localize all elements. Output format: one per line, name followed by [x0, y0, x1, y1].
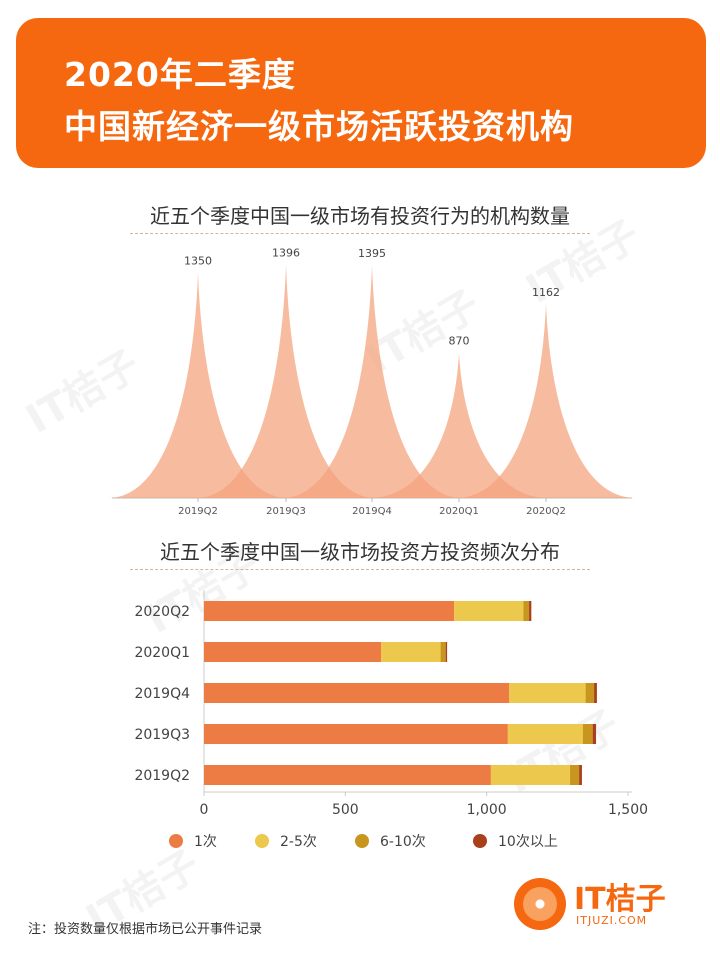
x-tick-label: 2020Q1	[439, 506, 479, 516]
bar-segment	[454, 601, 524, 621]
brand-logo: IT桔子 ITJUZI.COM	[514, 874, 694, 938]
x-tick-label: 2020Q2	[526, 506, 566, 516]
bar-segment	[381, 642, 441, 662]
bar-chart-title: 近五个季度中国一级市场投资方投资频次分布	[160, 540, 560, 564]
data-label: 1350	[184, 254, 212, 267]
bar-segment	[579, 765, 582, 785]
x-tick-label: 500	[332, 802, 359, 818]
y-tick-label: 2020Q1	[134, 645, 190, 661]
bar-segment	[582, 724, 593, 744]
legend-label: 1次	[194, 834, 217, 850]
legend-marker	[473, 834, 487, 848]
y-tick-label: 2019Q4	[134, 686, 190, 702]
bar-segment	[204, 683, 510, 703]
bar-segment	[585, 683, 595, 703]
y-tick-label: 2019Q3	[134, 727, 190, 743]
x-tick-label: 1,000	[467, 802, 507, 818]
header-title-line1: 2020年二季度	[64, 55, 296, 94]
bar-segment	[509, 683, 586, 703]
bar-segment	[592, 724, 597, 744]
y-tick-label: 2019Q2	[134, 768, 190, 784]
bar-segment	[445, 642, 448, 662]
bar-segment	[490, 765, 571, 785]
legend-marker	[255, 834, 269, 848]
bar-segment	[594, 683, 597, 703]
logo-text: IT桔子	[574, 882, 666, 917]
header-title-line2: 中国新经济一级市场活跃投资机构	[64, 107, 574, 146]
bar-segment	[570, 765, 580, 785]
peak-area	[456, 303, 636, 498]
bar-segment	[204, 724, 508, 744]
data-label: 1395	[358, 247, 386, 260]
bar-segment	[204, 642, 382, 662]
peak-area	[369, 352, 549, 498]
bar-segment	[507, 724, 583, 744]
bar-segment	[204, 765, 491, 785]
legend-label: 2-5次	[280, 834, 317, 850]
data-label: 1162	[532, 286, 560, 299]
footnote: 注：投资数量仅根据市场已公开事件记录	[28, 922, 263, 937]
peak-area	[196, 264, 376, 498]
legend-label: 10次以上	[498, 834, 558, 850]
x-tick-label: 1,500	[608, 802, 648, 818]
title-divider	[130, 233, 590, 234]
bar-chart: 2020Q2 2020Q1 2019Q4 2019Q3 2019Q2 0 500 1,000 1…	[134, 590, 648, 850]
header-banner: 2020年二季度 中国新经济一级市场活跃投资机构	[16, 18, 706, 168]
logo-domain: ITJUZI.COM	[576, 914, 648, 927]
x-tick-label: 2019Q3	[266, 506, 306, 516]
legend-marker	[355, 834, 369, 848]
y-tick-label: 2020Q2	[134, 604, 190, 620]
data-label: 870	[449, 335, 470, 348]
legend-marker	[169, 834, 183, 848]
bar-segment	[204, 601, 455, 621]
peak-area	[108, 272, 288, 498]
peak-area	[282, 264, 462, 498]
x-tick-label: 0	[200, 802, 209, 818]
x-tick-label: 2019Q2	[178, 506, 218, 516]
title-divider	[130, 569, 590, 570]
orange-slice-icon	[514, 878, 566, 930]
legend-label: 6-10次	[380, 834, 426, 850]
data-label: 1396	[272, 247, 300, 260]
bar-segment	[523, 601, 530, 621]
bar-segment	[529, 601, 532, 621]
bar-segment	[440, 642, 446, 662]
area-chart: 1350 2019Q2 1396 2019Q3 1395 2019Q4 870 2020Q1 1…	[108, 247, 636, 516]
area-chart-title: 近五个季度中国一级市场有投资行为的机构数量	[150, 204, 570, 228]
x-tick-label: 2019Q4	[352, 506, 392, 516]
